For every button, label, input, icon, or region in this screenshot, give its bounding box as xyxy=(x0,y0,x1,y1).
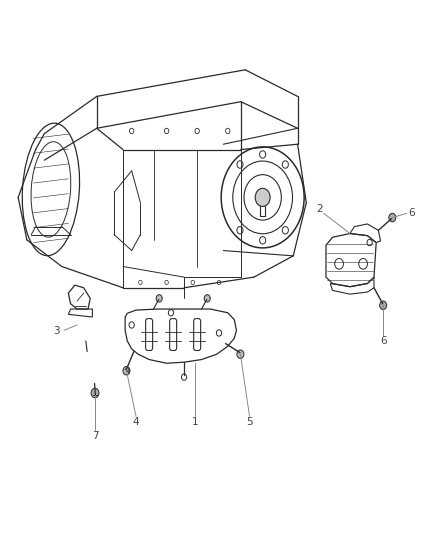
Circle shape xyxy=(123,367,130,375)
Text: 5: 5 xyxy=(246,417,253,427)
Text: 6: 6 xyxy=(408,208,414,219)
Circle shape xyxy=(389,213,396,222)
Text: 4: 4 xyxy=(133,417,139,427)
Text: 6: 6 xyxy=(380,336,386,346)
Circle shape xyxy=(380,301,387,310)
Text: 3: 3 xyxy=(53,326,60,336)
Circle shape xyxy=(204,295,210,302)
Circle shape xyxy=(91,388,99,398)
Circle shape xyxy=(156,295,162,302)
Text: 1: 1 xyxy=(192,417,198,427)
Text: 7: 7 xyxy=(92,431,98,441)
Text: 2: 2 xyxy=(316,204,323,214)
Circle shape xyxy=(237,350,244,359)
Circle shape xyxy=(255,188,270,206)
